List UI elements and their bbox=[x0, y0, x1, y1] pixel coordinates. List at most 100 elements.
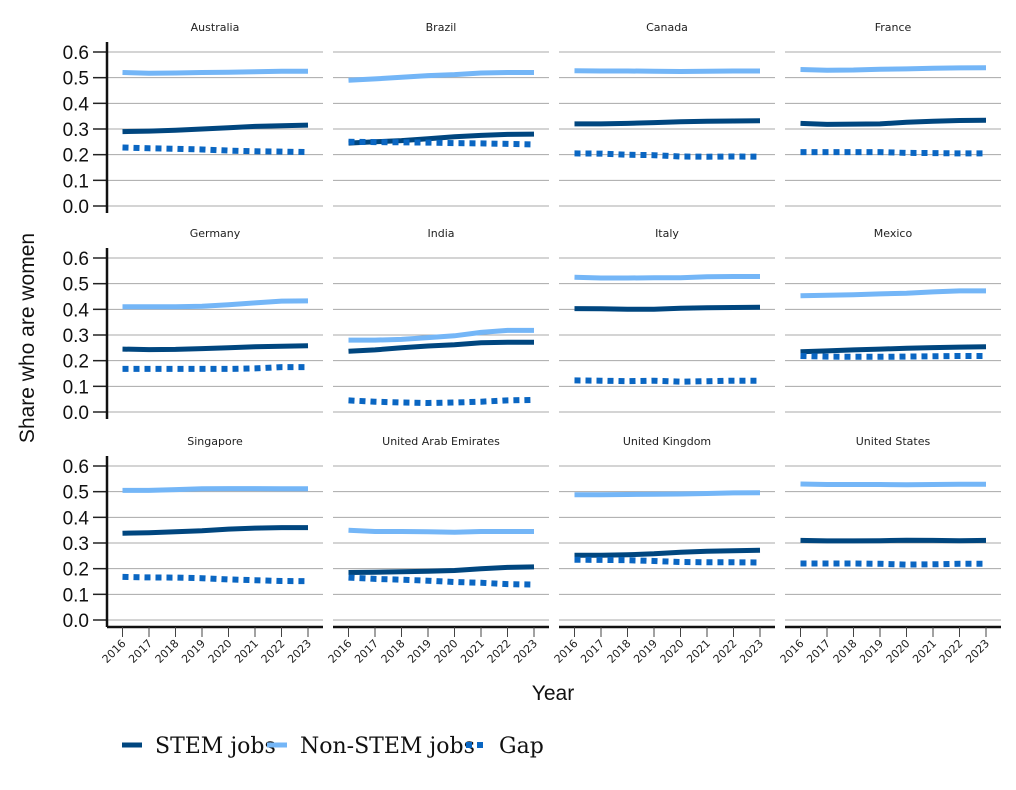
y-tick-label: 0.2 bbox=[63, 146, 89, 167]
y-tick-label: 0.5 bbox=[63, 483, 89, 504]
series-line-nonstem bbox=[800, 481, 986, 488]
y-tick-label: 0.3 bbox=[63, 534, 89, 555]
x-tick-label: 2019 bbox=[405, 637, 434, 666]
x-tick-label: 2018 bbox=[379, 637, 408, 666]
x-tick-label: 2022 bbox=[259, 637, 288, 666]
panel-title: United Arab Emirates bbox=[382, 435, 500, 448]
x-tick-label: 2021 bbox=[684, 637, 713, 666]
series-line-gap bbox=[348, 574, 535, 588]
series-line-stem bbox=[122, 122, 309, 135]
series-line-gap bbox=[800, 560, 986, 568]
x-tick-label: 2020 bbox=[884, 637, 913, 666]
panel-united-arab-emirates: United Arab Emirates 20162017201820192020… bbox=[326, 435, 549, 666]
panel-australia: Australia 0.0 0.1 0.2 0.3 0.4 0.5 0.6 bbox=[63, 21, 323, 218]
legend: STEM jobs Non-STEM jobs Gap bbox=[122, 734, 544, 759]
panel-canada: Canada bbox=[559, 21, 775, 207]
series-line-stem bbox=[574, 547, 761, 558]
y-tick-label: 0.6 bbox=[63, 457, 89, 478]
panel-italy: Italy bbox=[559, 227, 775, 413]
x-tick-label: 2023 bbox=[963, 637, 992, 666]
panel-france: France bbox=[785, 21, 1001, 207]
x-tick-label: 2022 bbox=[937, 637, 966, 666]
x-tick-label: 2019 bbox=[179, 637, 208, 666]
series-line-stem bbox=[348, 339, 534, 354]
series-line-nonstem bbox=[122, 486, 308, 493]
series-line-nonstem bbox=[574, 68, 760, 75]
panel-title: United Kingdom bbox=[623, 435, 711, 448]
series-line-nonstem bbox=[348, 327, 534, 343]
series-line-gap bbox=[348, 396, 535, 407]
panel-germany: Germany 0.0 0.1 0.2 0.3 0.4 0.5 0.6 bbox=[63, 227, 323, 424]
x-tick-label: 2023 bbox=[511, 637, 540, 666]
y-tick-label: 0.5 bbox=[63, 275, 89, 296]
x-tick-label: 2016 bbox=[778, 637, 807, 666]
x-tick-label: 2021 bbox=[232, 637, 261, 666]
x-tick-label: 2020 bbox=[206, 637, 235, 666]
series-line-gap bbox=[122, 144, 309, 156]
series-line-stem bbox=[800, 117, 987, 127]
x-tick-label: 2019 bbox=[857, 637, 886, 666]
y-tick-label: 0.2 bbox=[63, 352, 89, 373]
series-line-gap bbox=[122, 364, 308, 372]
x-tick-label: 2017 bbox=[126, 637, 155, 666]
series-line-nonstem bbox=[574, 490, 761, 498]
series-line-gap bbox=[800, 149, 986, 157]
series-line-stem bbox=[348, 564, 535, 575]
series-line-gap bbox=[800, 353, 986, 360]
x-tick-label: 2020 bbox=[432, 637, 461, 666]
series-line-stem bbox=[574, 118, 761, 127]
panel-title: Italy bbox=[655, 227, 679, 240]
y-tick-label: 0.6 bbox=[63, 43, 89, 64]
x-tick-label: 2018 bbox=[605, 637, 634, 666]
panel-title: Brazil bbox=[426, 21, 457, 34]
series-line-gap bbox=[348, 138, 535, 148]
y-tick-label: 0.6 bbox=[63, 249, 89, 270]
y-tick-label: 0.5 bbox=[63, 69, 89, 90]
y-tick-label: 0.1 bbox=[63, 585, 89, 606]
x-tick-label: 2018 bbox=[153, 637, 182, 666]
panel-united-states: United States201620172018201920202021202… bbox=[778, 435, 1001, 666]
panel-title: Germany bbox=[190, 227, 241, 240]
y-tick-label: 0.2 bbox=[63, 560, 89, 581]
x-tick-label: 2016 bbox=[552, 637, 581, 666]
y-tick-label: 0.4 bbox=[63, 94, 90, 115]
series-line-stem bbox=[122, 525, 308, 536]
x-tick-label: 2017 bbox=[578, 637, 607, 666]
series-line-gap bbox=[574, 377, 760, 385]
y-tick-label: 0.0 bbox=[63, 403, 89, 424]
y-axis-label: Share who are women bbox=[16, 233, 39, 443]
x-tick-label: 2018 bbox=[831, 637, 860, 666]
y-tick-label: 0.3 bbox=[63, 120, 89, 141]
panel-title: India bbox=[428, 227, 455, 240]
series-line-nonstem bbox=[348, 70, 534, 83]
x-tick-label: 2022 bbox=[485, 637, 514, 666]
y-tick-label: 0.0 bbox=[63, 611, 89, 632]
series-line-nonstem bbox=[122, 298, 309, 310]
series-line-gap bbox=[122, 573, 309, 585]
y-tick-label: 0.3 bbox=[63, 326, 89, 347]
x-tick-label: 2023 bbox=[285, 637, 314, 666]
panel-title: Mexico bbox=[874, 227, 913, 240]
series-line-gap bbox=[574, 556, 761, 566]
x-tick-label: 2016 bbox=[326, 637, 355, 666]
x-tick-label: 2016 bbox=[100, 637, 129, 666]
legend-label-gap: Gap bbox=[499, 734, 544, 759]
x-tick-label: 2021 bbox=[458, 637, 487, 666]
y-tick-label: 0.4 bbox=[63, 508, 90, 529]
panel-mexico: Mexico bbox=[785, 227, 1001, 413]
x-tick-label: 2017 bbox=[352, 637, 381, 666]
series-line-nonstem bbox=[348, 527, 534, 535]
panel-title: United States bbox=[856, 435, 931, 448]
x-axis-label: Year bbox=[532, 682, 574, 705]
panel-title: Australia bbox=[191, 21, 240, 34]
series-line-stem bbox=[574, 304, 761, 312]
series-line-nonstem bbox=[122, 68, 308, 76]
x-tick-label: 2021 bbox=[910, 637, 939, 666]
series-line-stem bbox=[122, 343, 309, 353]
x-tick-label: 2019 bbox=[631, 637, 660, 666]
panel-brazil: Brazil bbox=[333, 21, 549, 207]
panel-title: France bbox=[875, 21, 912, 34]
panel-title: Singapore bbox=[187, 435, 243, 448]
series-line-gap bbox=[574, 150, 761, 160]
